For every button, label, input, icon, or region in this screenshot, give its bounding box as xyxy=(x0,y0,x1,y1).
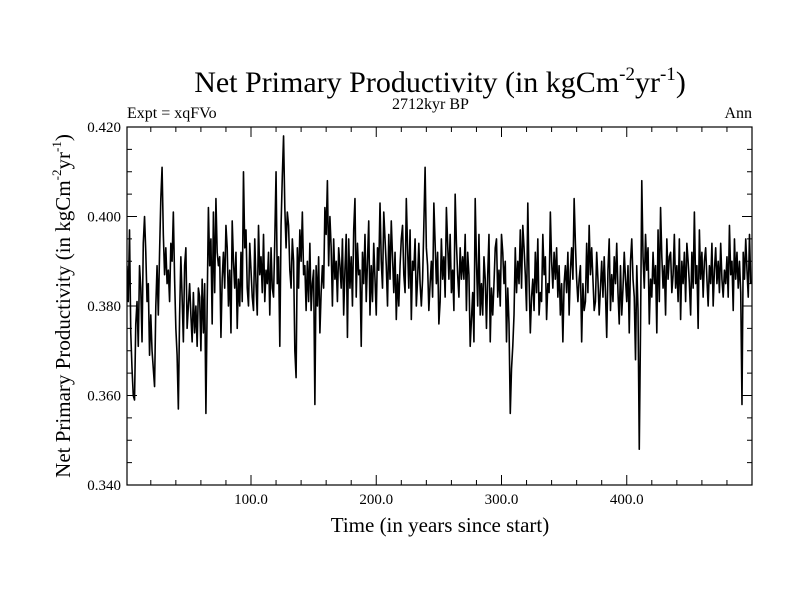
x-tick-label: 300.0 xyxy=(485,492,519,508)
y-axis-label: Net Primary Productivity (in kgCm-2yr-1) xyxy=(49,134,75,478)
y-tick-label: 0.340 xyxy=(87,478,121,494)
npp-series-line xyxy=(127,135,752,450)
experiment-label: Expt = xqFVo xyxy=(127,105,217,122)
x-axis-label: Time (in years since start) xyxy=(331,513,550,537)
y-axis: 0.340 0.360 0.380 0.400 0.420 xyxy=(87,120,752,494)
y-tick-label: 0.380 xyxy=(87,299,121,315)
y-tick-label: 0.400 xyxy=(87,210,121,226)
chart-subtitle: 2712kyr BP xyxy=(392,96,469,113)
y-tick-label: 0.360 xyxy=(87,389,121,405)
x-tick-label: 200.0 xyxy=(359,492,393,508)
x-tick-label: 100.0 xyxy=(234,492,268,508)
season-label: Ann xyxy=(724,105,752,122)
chart-title: Net Primary Productivity (in kgCm-2yr-1) xyxy=(194,64,686,99)
x-axis: 100.0 200.0 300.0 400.0 xyxy=(150,127,728,508)
y-tick-label: 0.420 xyxy=(87,120,121,136)
x-tick-label: 400.0 xyxy=(610,492,644,508)
